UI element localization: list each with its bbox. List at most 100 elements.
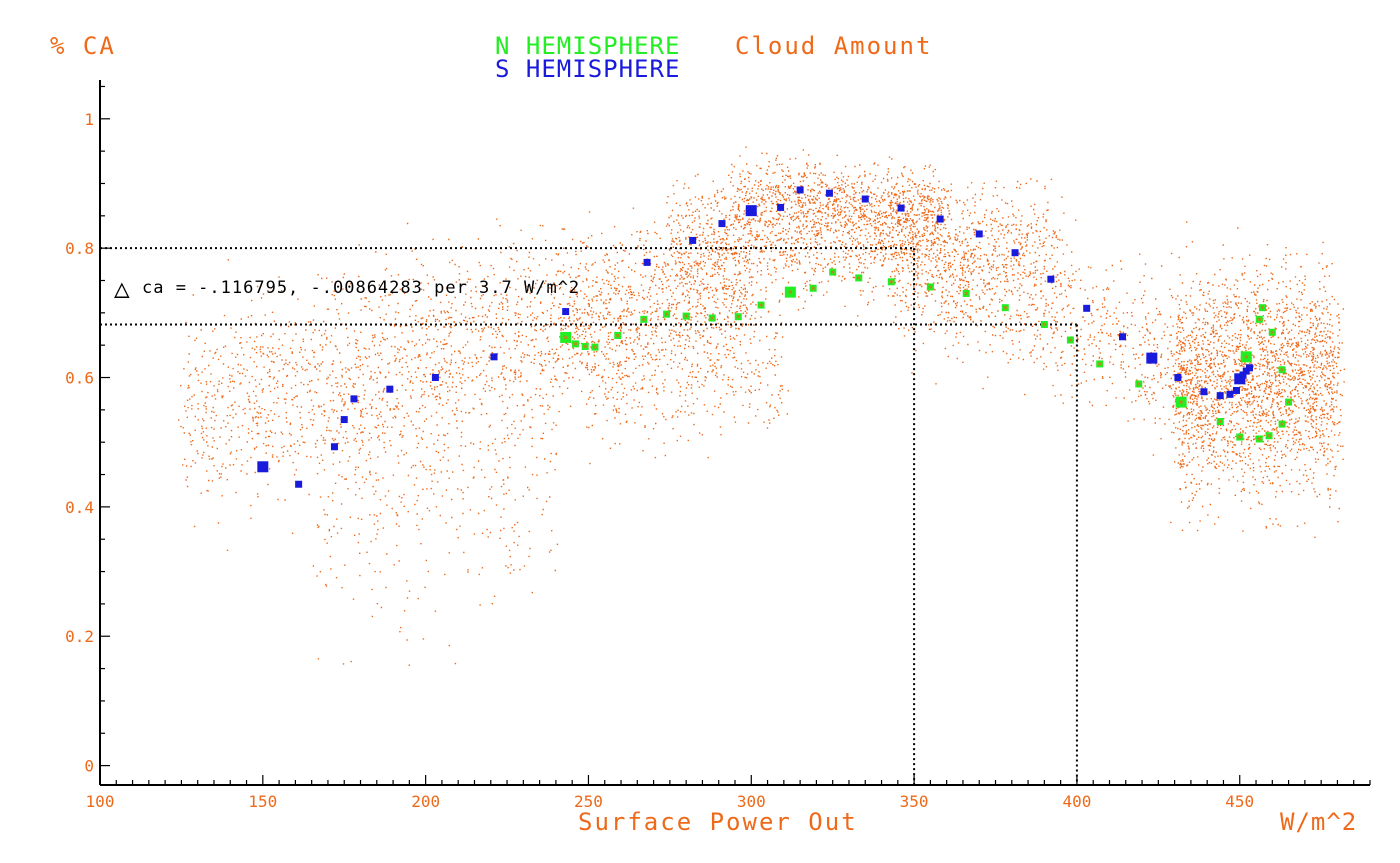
- south-point: [1174, 374, 1182, 382]
- north-point-center: [928, 285, 932, 289]
- y-axis-ticks: 0 0.2 0.4 0.6 0.8 1: [65, 85, 110, 776]
- north-point-center: [1179, 400, 1183, 404]
- south-point: [1011, 249, 1019, 257]
- reference-lines: [100, 247, 1078, 785]
- y-tick-label: 1: [84, 110, 94, 129]
- south-point: [350, 395, 358, 403]
- north-point-center: [665, 312, 669, 316]
- south-point: [562, 308, 570, 316]
- axes: 100 150 200 250 300 350 400 450 0 0.2 0.4 0.6 0.8 1: [65, 80, 1371, 811]
- cloud-band-6: [586, 286, 789, 465]
- x-axis-unit: W/m^2: [1280, 808, 1357, 836]
- cloud-band-0: [178, 218, 562, 551]
- south-point: [718, 220, 726, 228]
- north-point-center: [1042, 322, 1046, 326]
- x-tick-label: 450: [1225, 792, 1254, 811]
- x-tick-label: 400: [1062, 792, 1091, 811]
- north-point-center: [616, 333, 620, 337]
- north-point-center: [1257, 317, 1261, 321]
- south-point: [490, 353, 498, 361]
- south-point: [330, 443, 338, 451]
- delta-symbol: △: [114, 274, 130, 304]
- north-point-center: [1257, 437, 1261, 441]
- north-point-center: [564, 335, 568, 339]
- series-south-hemisphere: [257, 186, 1254, 488]
- south-point: [1119, 333, 1127, 341]
- series-north-hemisphere: [560, 268, 1293, 443]
- south-point: [1200, 388, 1208, 396]
- legend-north-hemisphere: N HEMISPHERE: [495, 32, 680, 60]
- north-point-center: [583, 344, 587, 348]
- north-point-center: [1280, 422, 1284, 426]
- x-tick-label: 250: [574, 792, 603, 811]
- x-axis-ticks: 100 150 200 250 300 350 400 450: [86, 775, 1371, 811]
- north-point-center: [684, 314, 688, 318]
- x-tick-label: 150: [248, 792, 277, 811]
- chart-title-cloud-amount: Cloud Amount: [735, 32, 932, 60]
- cloud-band-7: [1168, 221, 1346, 538]
- y-tick-label: 0.2: [65, 627, 94, 646]
- south-point: [825, 189, 833, 197]
- north-point-center: [831, 270, 835, 274]
- north-point-center: [736, 315, 740, 319]
- south-point: [1083, 304, 1091, 312]
- south-point: [1232, 386, 1240, 394]
- south-point: [777, 203, 785, 211]
- north-point-center: [857, 276, 861, 280]
- north-point-center: [759, 303, 763, 307]
- south-point: [1216, 392, 1224, 400]
- north-point-center: [1261, 306, 1265, 310]
- north-point-center: [1267, 434, 1271, 438]
- south-point: [1246, 364, 1254, 372]
- y-tick-label: 0: [84, 757, 94, 776]
- south-point: [936, 215, 944, 223]
- hemisphere-series: [257, 186, 1293, 488]
- x-tick-label: 350: [900, 792, 929, 811]
- delta-annotation: ca = -.116795, -.00864283 per 3.7 W/m^2: [142, 278, 580, 298]
- north-point-center: [1270, 330, 1274, 334]
- cloud-amount-points: [178, 146, 1346, 666]
- cloud-band-2: [549, 191, 757, 422]
- north-point-center: [710, 316, 714, 320]
- south-point: [796, 186, 804, 194]
- north-point-center: [1218, 420, 1222, 424]
- y-axis-label: % CA: [50, 32, 116, 60]
- legend-south-hemisphere: S HEMISPHERE: [495, 55, 680, 83]
- south-point: [1226, 390, 1234, 398]
- north-point-center: [889, 280, 893, 284]
- north-point-center: [573, 342, 577, 346]
- south-point: [257, 461, 269, 473]
- south-point: [689, 236, 697, 244]
- south-point: [643, 258, 651, 266]
- north-point-center: [1098, 362, 1102, 366]
- south-point: [861, 195, 869, 203]
- x-axis-label: Surface Power Out: [578, 808, 858, 836]
- north-point-center: [1287, 400, 1291, 404]
- x-tick-label: 300: [737, 792, 766, 811]
- north-point-center: [1244, 355, 1248, 359]
- north-point-center: [1280, 368, 1284, 372]
- south-point: [340, 416, 348, 424]
- cloud-band-4: [730, 146, 952, 262]
- y-tick-label: 0.8: [65, 239, 94, 258]
- y-tick-label: 0.4: [65, 498, 94, 517]
- north-point-center: [1137, 382, 1141, 386]
- north-point-center: [1238, 435, 1242, 439]
- x-tick-label: 200: [411, 792, 440, 811]
- south-point: [1146, 352, 1158, 364]
- south-point: [745, 205, 757, 217]
- north-point-center: [1068, 338, 1072, 342]
- south-point: [295, 480, 303, 488]
- north-point-center: [642, 317, 646, 321]
- x-tick-label: 100: [86, 792, 115, 811]
- south-point: [975, 230, 983, 238]
- north-point-center: [964, 291, 968, 295]
- y-tick-label: 0.6: [65, 369, 94, 388]
- south-point: [1234, 373, 1246, 385]
- cloud-band-1: [308, 279, 560, 666]
- south-point: [386, 385, 394, 393]
- north-point-center: [788, 290, 792, 294]
- south-point: [897, 204, 905, 212]
- south-point: [1239, 371, 1247, 379]
